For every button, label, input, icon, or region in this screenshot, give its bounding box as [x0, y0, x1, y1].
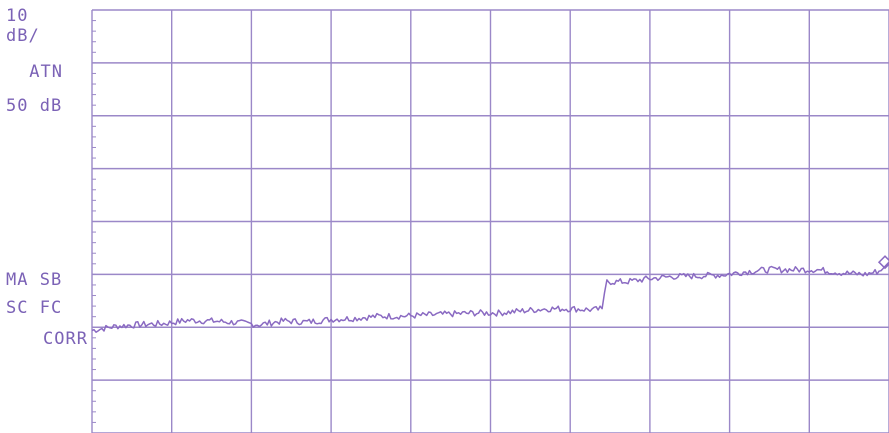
status-flags-line2: SC FC — [6, 298, 63, 318]
scale-value: 10 — [6, 6, 29, 26]
marker-icon — [877, 255, 889, 270]
trace-layer — [91, 255, 889, 333]
status-flags-line1: MA SB — [6, 270, 63, 290]
correction-flag: CORR — [43, 329, 88, 349]
scale-unit: dB/ — [6, 26, 40, 46]
spectrum-trace — [91, 261, 889, 333]
graticule — [91, 9, 889, 433]
attenuation-value: 50 dB — [6, 96, 63, 116]
attenuation-label: ATN — [29, 62, 63, 82]
